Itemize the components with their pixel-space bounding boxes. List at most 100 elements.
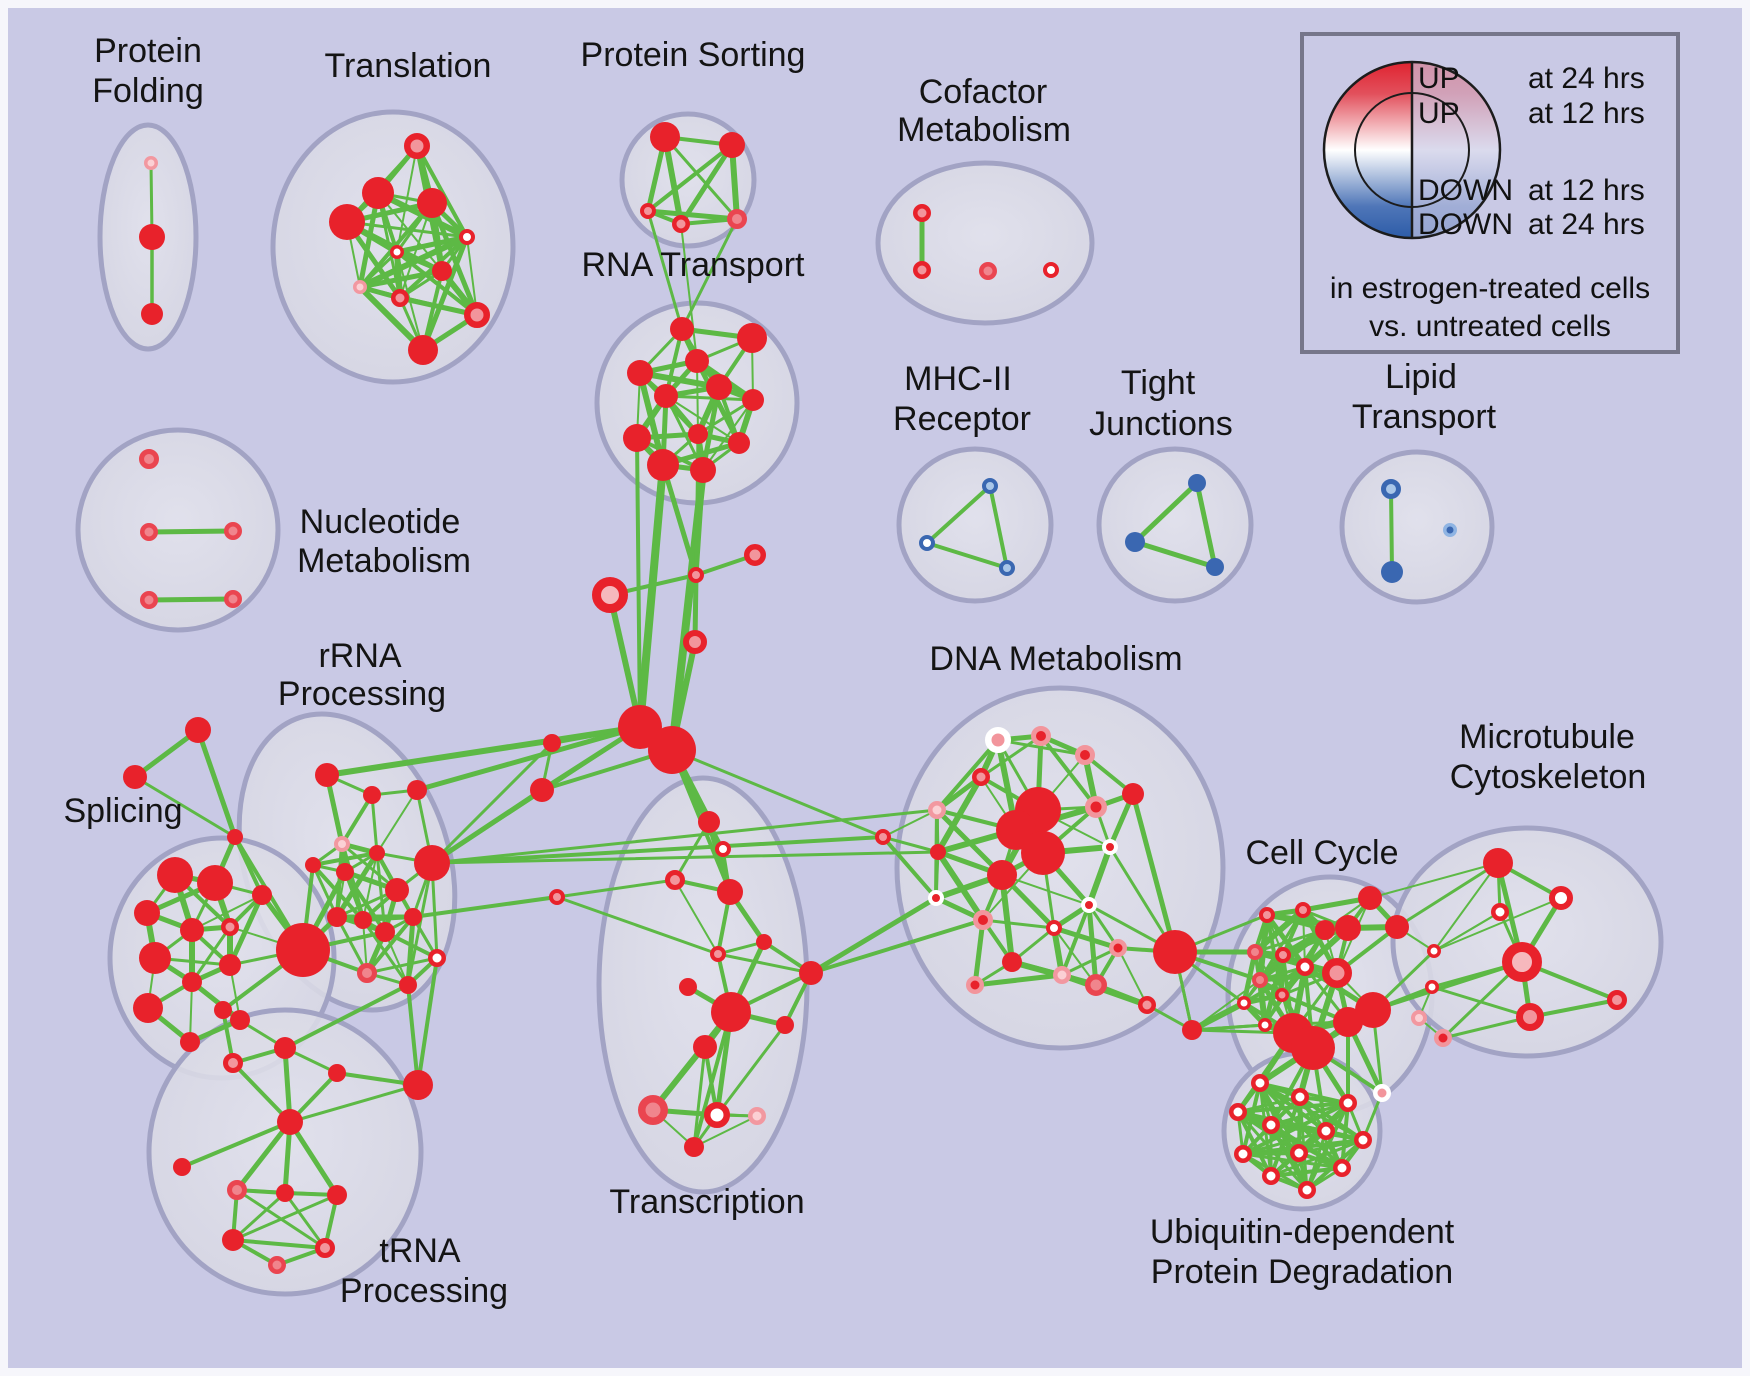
network-link-trna-rrna	[416, 956, 439, 1087]
network-node-mt	[1425, 980, 1439, 994]
network-edge-translation	[358, 201, 434, 289]
network-node-ub	[1298, 1181, 1316, 1199]
network-node-trans	[638, 1095, 668, 1125]
network-node-dna	[1021, 831, 1065, 875]
network-node-rrna	[375, 922, 395, 942]
network-edge-mt	[1441, 1015, 1532, 1040]
network-edge-ub	[1241, 1152, 1344, 1170]
network-node-trna	[274, 1037, 296, 1059]
network-node-trans	[710, 946, 726, 962]
network-link-hub-rrna	[430, 741, 554, 865]
network-link-trna-rrna	[283, 983, 410, 1050]
network-node-rna	[627, 360, 653, 386]
network-link-trans-dna	[808, 895, 939, 976]
network-edge-cc	[1302, 909, 1306, 968]
network-node-spc	[182, 972, 202, 992]
network-edge-dna	[1060, 946, 1120, 977]
network-node-hub	[592, 577, 628, 613]
network-node-rrna	[414, 845, 450, 881]
network-node-ub	[1354, 1131, 1372, 1149]
legend-footer-line: in estrogen-treated cells	[1330, 272, 1650, 305]
network-edge-lipid	[1389, 487, 1394, 574]
network-node-hub	[744, 544, 766, 566]
legend-updown-glyph	[1322, 60, 1502, 240]
network-node-mt	[1434, 1029, 1452, 1047]
network-node-mhc	[999, 560, 1015, 576]
network-edge-dna	[881, 835, 938, 900]
network-node-trna	[173, 1158, 191, 1176]
network-node-trans	[684, 1137, 704, 1157]
network-edge-dna	[1117, 947, 1148, 1006]
network-edge-dna	[972, 972, 1065, 988]
network-node-cc	[1295, 902, 1311, 918]
network-node-dna	[966, 976, 984, 994]
network-edge-mhc	[988, 484, 1009, 570]
network-node-trans	[715, 841, 731, 857]
network-edge-mhc	[925, 541, 1009, 570]
legend-glyph-canvas: UP at 24 hrs UP at 12 hrs DOWN at 12 hrs…	[1322, 60, 1650, 343]
network-node-cc	[1333, 1007, 1363, 1037]
network-edge-trans	[716, 952, 813, 975]
network-edge-spo	[195, 727, 238, 840]
network-node-dna	[1138, 996, 1156, 1014]
network-link-rrna-rrna	[406, 861, 434, 987]
network-node-tight	[1188, 474, 1206, 492]
network-edge-mt	[1433, 897, 1562, 952]
network-node-translation	[464, 302, 490, 328]
cluster-label-lipid: Lipid	[1385, 358, 1457, 396]
network-node-spc	[276, 923, 330, 977]
network-node-cc	[1355, 992, 1391, 1028]
network-node-dna	[1109, 939, 1127, 957]
legend-row-direction: DOWN	[1418, 174, 1513, 207]
network-node-cc	[1153, 930, 1197, 974]
network-node-spc	[134, 900, 160, 926]
cluster-boundary-lipid	[1339, 449, 1495, 605]
cluster-label-ub: Protein Degradation	[1151, 1253, 1453, 1291]
network-node-cc	[1258, 1018, 1272, 1032]
network-node-trna	[276, 1184, 294, 1202]
network-node-ub	[1229, 1103, 1247, 1121]
network-node-dna	[1102, 839, 1118, 855]
network-node-trans	[748, 1107, 766, 1125]
network-node-tight	[1125, 532, 1145, 552]
network-node-dna	[1046, 920, 1062, 936]
network-node-rna	[685, 349, 709, 373]
network-edge-translation	[415, 144, 469, 239]
network-edge-trna	[231, 1193, 339, 1242]
network-node-protein_folding	[141, 303, 163, 325]
network-node-cofactor	[1043, 262, 1059, 278]
network-node-trans	[679, 978, 697, 996]
cluster-label-cofactor: Metabolism	[897, 111, 1071, 149]
cluster-label-protein_folding: Protein	[94, 32, 202, 70]
cluster-label-mt: Cytoskeleton	[1450, 758, 1647, 796]
network-node-trans	[756, 934, 772, 950]
network-edge-spc	[190, 925, 232, 984]
network-node-dna	[1085, 974, 1107, 996]
network-edge-trans	[692, 1010, 733, 1149]
network-node-rrna	[327, 907, 347, 927]
network-node-mt	[1607, 990, 1627, 1010]
network-edge-rrna	[362, 852, 378, 921]
network-edge-rrna	[340, 793, 374, 846]
cluster-label-ub: Ubiquitin-dependent	[1150, 1213, 1455, 1251]
network-node-translation	[459, 229, 475, 245]
network-edge-rrna	[376, 789, 418, 854]
network-edge-cc	[1242, 965, 1307, 1005]
network-node-nucleotide	[140, 591, 158, 609]
network-edge-translation	[420, 234, 470, 353]
network-node-mhc	[919, 535, 935, 551]
network-edge-translation	[357, 268, 445, 290]
network-node-cc	[1385, 915, 1409, 939]
network-edge-spc	[189, 981, 193, 1043]
cluster-boundary-mt	[1390, 825, 1664, 1059]
network-link-rna-hub	[636, 461, 667, 731]
legend-row-time: at 12 hrs	[1528, 174, 1645, 207]
network-node-lipid	[1381, 479, 1401, 499]
network-edge-translation	[397, 295, 480, 318]
network-edge-nucleotide	[146, 596, 236, 603]
network-node-translation	[417, 188, 447, 218]
network-edge-dna	[935, 849, 986, 923]
network-node-trna	[227, 1180, 247, 1200]
network-node-ps	[719, 132, 745, 158]
